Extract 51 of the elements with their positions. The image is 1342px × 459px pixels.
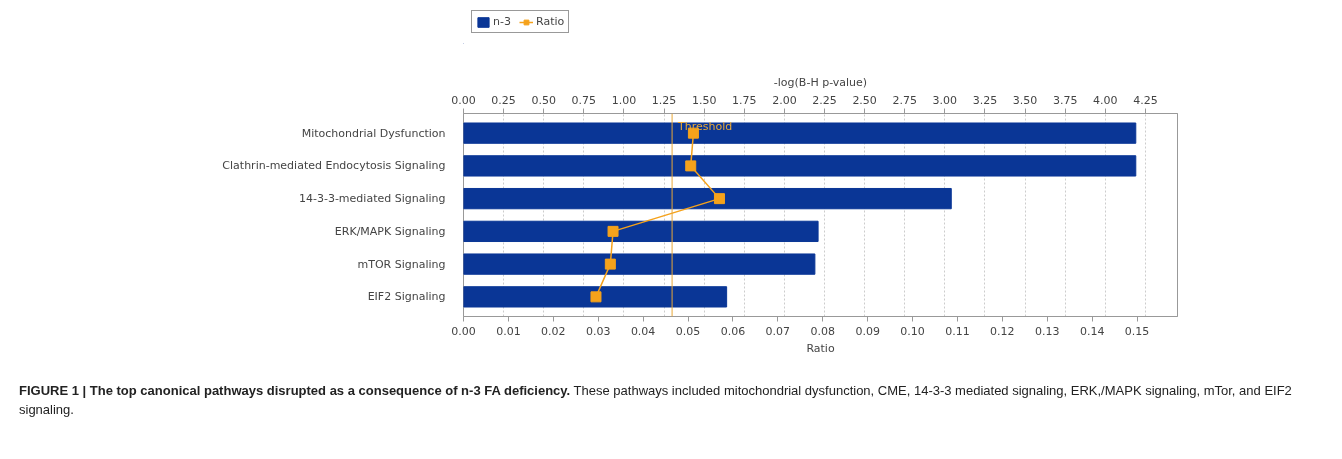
x-tick-label: 0.09 (855, 324, 880, 338)
x2-tick-label: 3.50 (1012, 93, 1038, 107)
x2-tick-label: 2.00 (772, 93, 797, 107)
y-tick-label: mTOR Signaling (357, 257, 446, 271)
text: FIGURE 1 | The top canonical pathways disrupted as a consequence of n-3 FA deficiency. (19, 383, 571, 398)
x-tick-label: 0.02 (541, 324, 566, 338)
x2-tick-label: 3.25 (972, 93, 998, 107)
y-tick-label: Clathrin-mediated Endocytosis Signaling (222, 159, 446, 173)
x-tick-label: 0.06 (720, 324, 746, 338)
x-tick-label: 0.03 (585, 324, 611, 338)
point (590, 291, 602, 303)
point (604, 258, 616, 270)
x-tick-label: 0.07 (765, 324, 791, 338)
y-tick-label: EIF2 Signaling (367, 290, 446, 304)
x2-tick-label: 0.25 (491, 93, 516, 107)
x-tick-label: 0.14 (1079, 324, 1105, 338)
x-tick-label: 0.11 (945, 324, 970, 338)
x-tick-label: 0.00 (451, 324, 476, 338)
x-tick-label: 0.05 (675, 324, 701, 338)
x2-tick-label: 0.00 (451, 93, 476, 107)
x2-tick-label: 2.50 (852, 93, 877, 107)
x-tick-label: 0.13 (1035, 324, 1060, 338)
y-tick-label: ERK/MAPK Signaling (334, 224, 446, 238)
x2-tick-label: 1.75 (732, 93, 757, 107)
x-tick-label: 0.08 (810, 324, 835, 338)
x2-tick-label: 4.00 (1093, 93, 1118, 107)
x2-tick-label: 3.75 (1052, 93, 1078, 107)
legend-label: Ratio (536, 15, 565, 28)
x2-tick-label: 2.75 (892, 93, 917, 107)
y-tick-label: 14-3-3-mediated Signaling (298, 192, 446, 206)
x2-tick-label: 1.50 (691, 93, 717, 107)
point (685, 160, 697, 172)
x-tick-label: 0.15 (1124, 324, 1150, 338)
x2-tick-label: 0.50 (531, 93, 556, 107)
x-tick-label: 0.10 (900, 324, 925, 338)
point (607, 225, 619, 237)
x2-tick-label: 1.00 (611, 93, 637, 107)
x-tick-label: 0.01 (496, 324, 521, 338)
ref-line-label: Threshold (677, 119, 733, 133)
x2-tick-label: 2.25 (812, 93, 837, 107)
point (713, 193, 725, 205)
x2-tick-label: 3.00 (932, 93, 958, 107)
x2-tick-label: 4.25 (1133, 93, 1158, 107)
x2-tick-label: 1.25 (651, 93, 677, 107)
x2-axis-title: -log(B-H p-value) (773, 75, 868, 89)
y-tick-label: Mitochondrial Dysfunction (301, 126, 446, 140)
x-axis-title: Ratio (806, 341, 835, 355)
x-tick-label: 0.04 (630, 324, 656, 338)
x-tick-label: 0.12 (990, 324, 1015, 338)
legend-label: n-3 (493, 15, 512, 28)
x2-tick-label: 0.75 (571, 93, 597, 107)
